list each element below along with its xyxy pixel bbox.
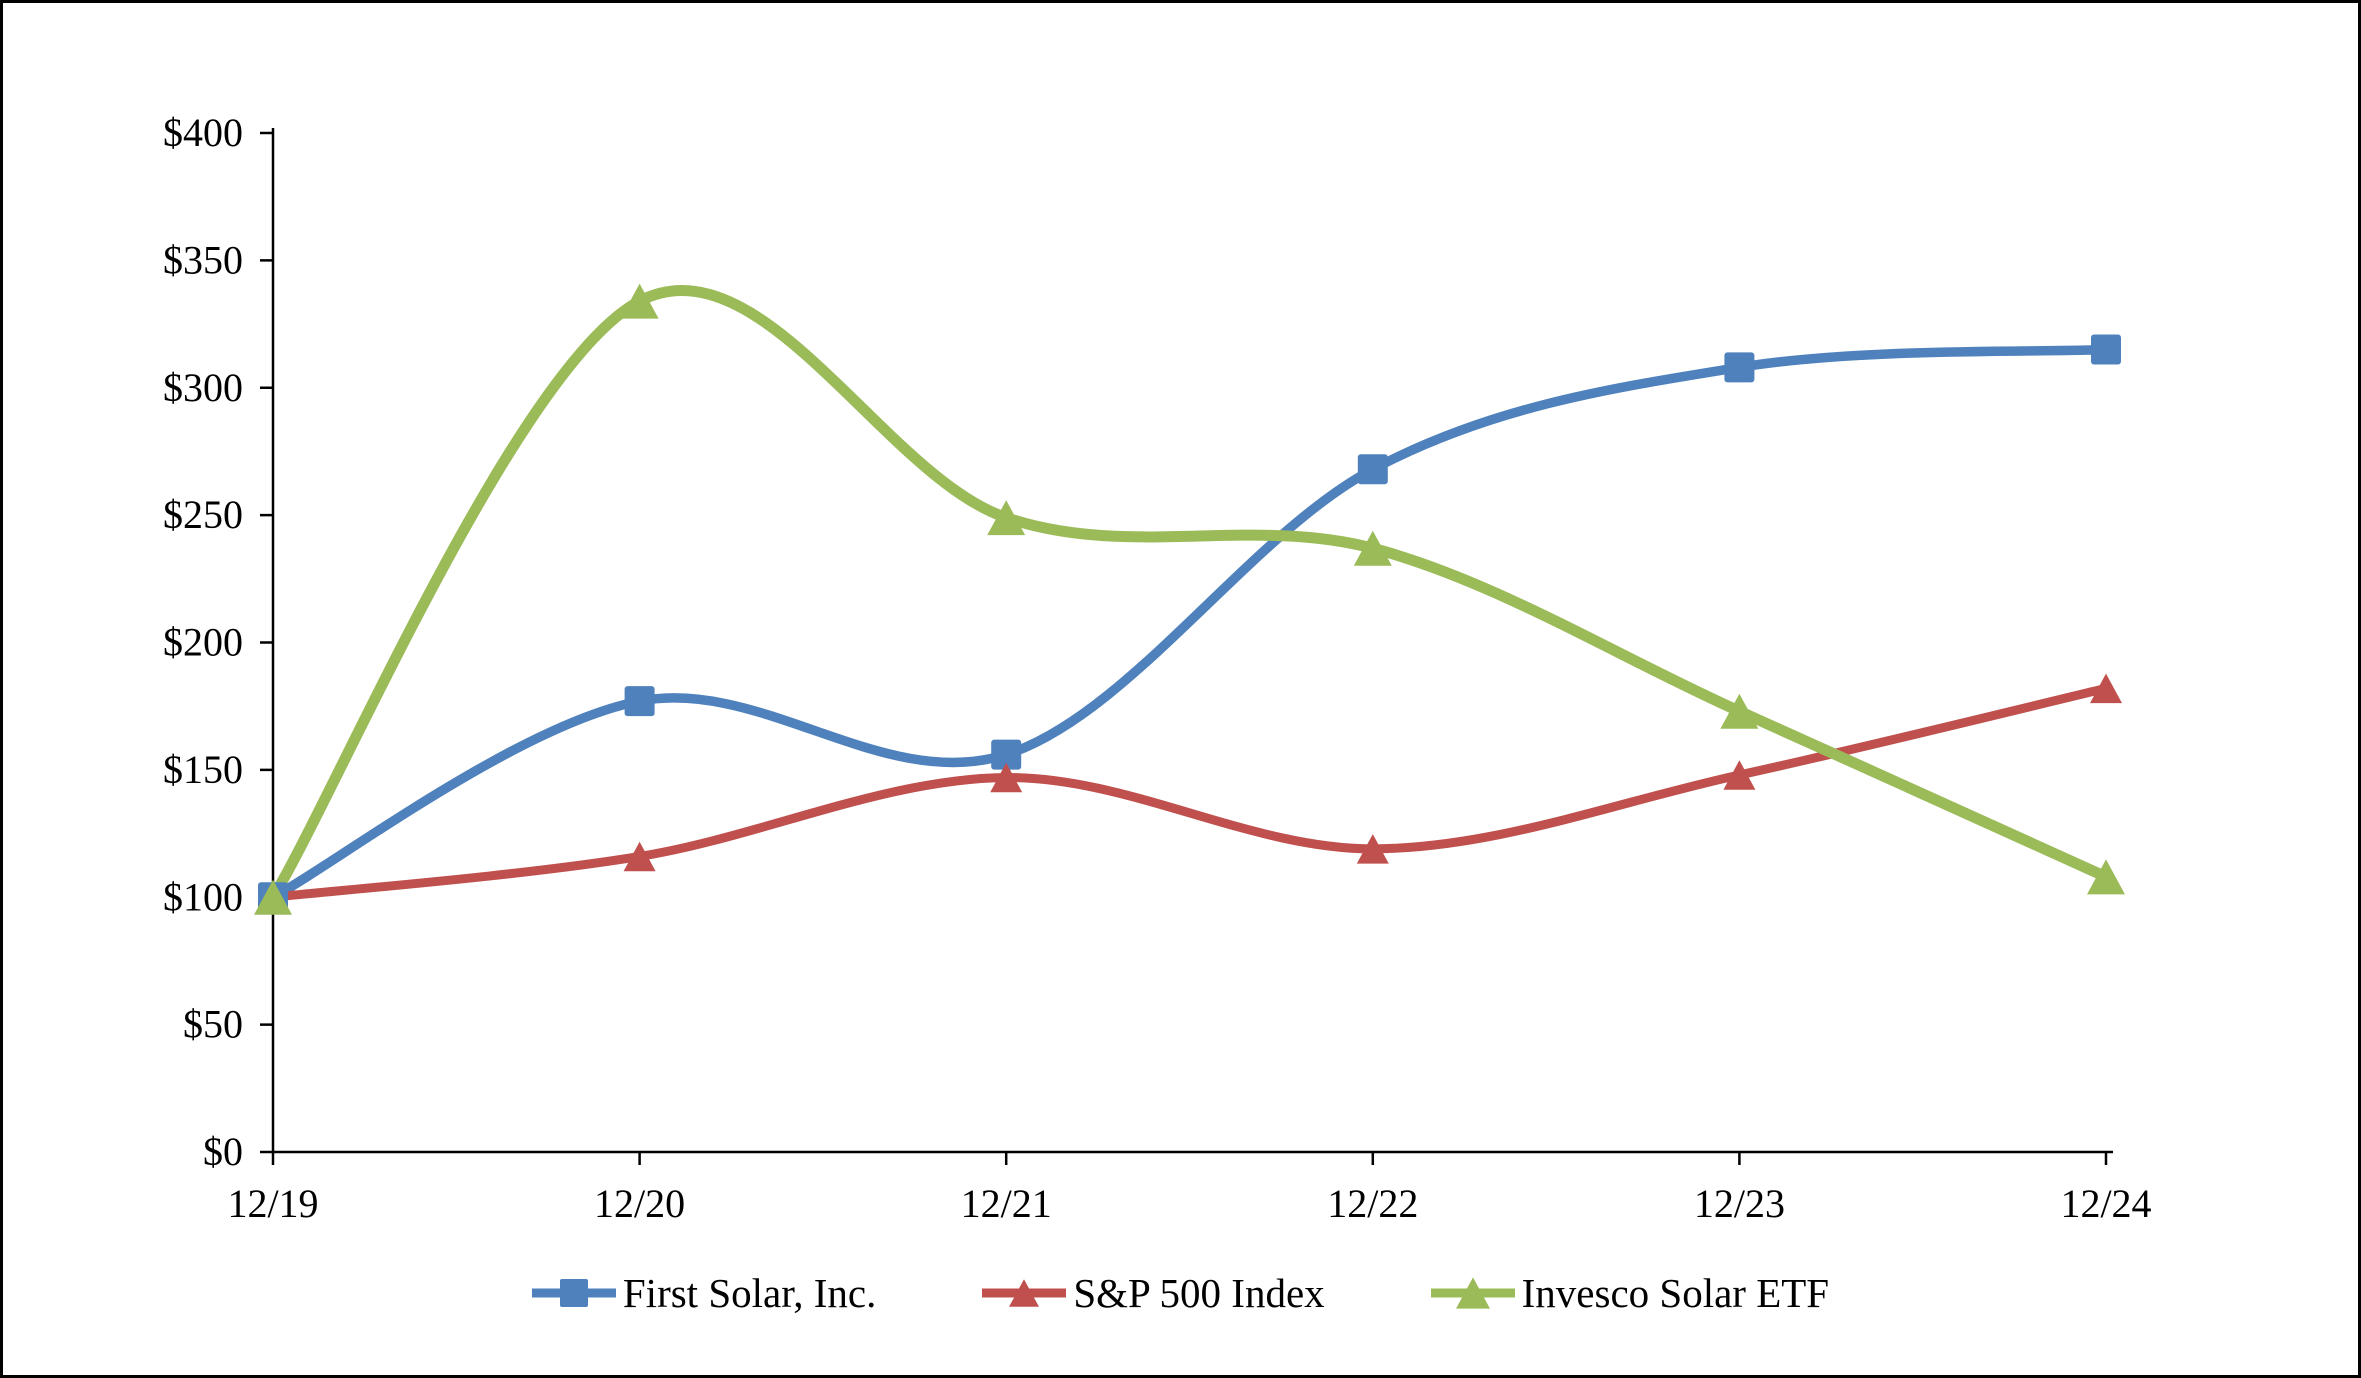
x-tick-label: 12/20 xyxy=(594,1181,685,1226)
marker-first-solar-inc-12-21 xyxy=(991,739,1022,770)
performance-line-chart: $0 $50 $100 $150 $200 $250 $300 $350 $400 12/19 12… xyxy=(163,110,2152,1226)
marker-first-solar-inc-12-22 xyxy=(1357,454,1388,485)
x-tick-label: 12/24 xyxy=(2060,1181,2151,1226)
y-tick-label: $400 xyxy=(163,110,243,155)
sp500-line-marker-icon xyxy=(982,1271,1067,1315)
marker-invesco-solar-etf-12-21 xyxy=(987,500,1026,536)
marker-invesco-solar-etf-12-20 xyxy=(620,283,659,319)
y-tick-label: $300 xyxy=(163,365,243,410)
y-tick-label: $100 xyxy=(163,874,243,919)
legend-swatch-svg xyxy=(982,1279,1067,1307)
legend-label-invesco-solar-etf: Invesco Solar ETF xyxy=(1521,1270,1830,1316)
x-tick-label: 12/19 xyxy=(227,1181,318,1226)
marker-invesco-solar-etf-12-22 xyxy=(1353,530,1392,566)
marker-first-solar-inc-12-20 xyxy=(624,686,655,717)
legend-swatch-svg xyxy=(1430,1277,1515,1309)
marker-invesco-solar-etf-12-19 xyxy=(254,879,292,915)
x-tick-label: 12/23 xyxy=(1694,1181,1785,1226)
legend-label-sp500: S&P 500 Index xyxy=(1073,1270,1325,1316)
series-line-invesco-solar-etf xyxy=(267,285,2112,903)
marker-first-solar-inc-12-24 xyxy=(2091,334,2121,365)
legend-item-first-solar: First Solar, Inc. xyxy=(531,1270,877,1316)
marker-s-p-500-index-12-23 xyxy=(1723,760,1756,790)
x-tick-label: 12/22 xyxy=(1327,1181,1418,1226)
y-tick-label: $150 xyxy=(163,747,243,792)
y-tick-label: $200 xyxy=(163,620,243,665)
series-line-s-p-500-index xyxy=(268,683,2111,902)
first-solar-line-marker-icon xyxy=(531,1271,616,1315)
marker-first-solar-inc-12-23 xyxy=(1724,352,1755,383)
marker-s-p-500-index-12-20 xyxy=(623,841,656,872)
legend-item-invesco-solar-etf: Invesco Solar ETF xyxy=(1430,1270,1830,1316)
legend-label-first-solar: First Solar, Inc. xyxy=(622,1270,877,1316)
legend-swatch-svg xyxy=(531,1279,616,1307)
series-line-first-solar-inc xyxy=(268,344,2111,902)
chart-legend: First Solar, Inc. S&P 500 Index Invesco … xyxy=(3,1271,2358,1315)
y-tick-label: $250 xyxy=(163,492,243,537)
y-tick-label: $50 xyxy=(183,1002,243,1047)
marker-s-p-500-index-12-22 xyxy=(1356,834,1389,864)
invesco-solar-etf-line-marker-icon xyxy=(1430,1271,1515,1315)
marker-s-p-500-index-12-21 xyxy=(990,762,1023,793)
x-tick-label: 12/21 xyxy=(961,1181,1052,1226)
marker-invesco-solar-etf-12-24 xyxy=(2087,859,2125,895)
marker-invesco-solar-etf-12-23 xyxy=(1720,693,1759,729)
legend-item-sp500: S&P 500 Index xyxy=(982,1270,1325,1316)
marker-s-p-500-index-12-24 xyxy=(2090,673,2122,704)
y-tick-label: $0 xyxy=(203,1129,243,1174)
y-tick-label: $350 xyxy=(163,237,243,282)
